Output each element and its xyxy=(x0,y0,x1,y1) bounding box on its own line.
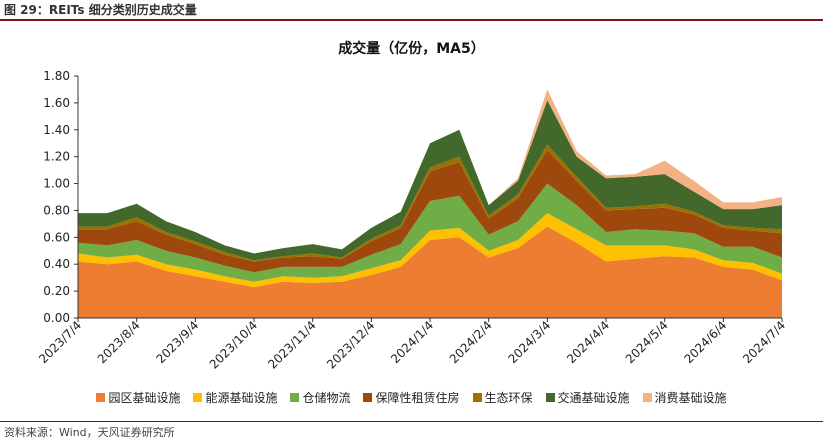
y-tick-label: 1.80 xyxy=(43,69,70,83)
bottom-rule xyxy=(0,421,823,422)
x-tick-label: 2023/10/4 xyxy=(207,318,260,371)
x-tick-label: 2023/8/4 xyxy=(95,318,143,366)
y-tick-label: 1.40 xyxy=(43,123,70,137)
legend-label: 生态环保 xyxy=(484,391,533,405)
x-tick-label: 2024/3/4 xyxy=(505,318,553,366)
legend-swatch xyxy=(290,393,300,402)
y-tick-label: 0.20 xyxy=(43,284,70,298)
legend-swatch xyxy=(363,393,373,402)
chart-legend: 园区基础设施 能源基础设施 仓储物流 保障性租赁住房 生态环保 交通基础设施 消费基础设施 xyxy=(0,389,823,406)
x-tick-label: 2024/7/4 xyxy=(740,318,788,366)
area-series-6 xyxy=(78,100,782,261)
y-tick-label: 1.20 xyxy=(43,150,70,164)
x-tick-label: 2023/7/4 xyxy=(36,318,84,366)
area-series-2 xyxy=(78,213,782,288)
y-tick-label: 0.40 xyxy=(43,257,70,271)
stacked-area-chart: 0.00 0.20 0.40 0.60 0.80 1.00 1.20 1.40 1.60 1.80… xyxy=(36,69,788,372)
legend-swatch xyxy=(193,393,203,402)
legend-label: 消费基础设施 xyxy=(654,391,727,405)
area-series-4 xyxy=(78,149,782,273)
y-tick-label: 0.80 xyxy=(43,203,70,217)
y-tick-label: 1.00 xyxy=(43,177,70,191)
legend-swatch xyxy=(472,393,482,402)
x-tick-label: 2024/5/4 xyxy=(623,318,671,366)
x-tick-label: 2024/2/4 xyxy=(447,318,495,366)
x-tick-label: 2024/1/4 xyxy=(388,318,436,366)
top-rule xyxy=(0,19,823,21)
x-tick-label: 2023/11/4 xyxy=(265,318,318,371)
legend-label: 交通基础设施 xyxy=(557,391,630,405)
legend-item: 交通基础设施 xyxy=(545,389,630,406)
legend-item: 保障性租赁住房 xyxy=(363,389,460,406)
legend-swatch xyxy=(96,393,106,402)
x-tick-label: 2023/9/4 xyxy=(153,318,201,366)
area-series-5 xyxy=(78,144,782,262)
area-series-1 xyxy=(78,226,782,318)
figure-title: 图 29：REITs 细分类别历史成交量 xyxy=(4,3,197,17)
area-series-3 xyxy=(78,183,782,282)
x-tick-label: 2024/4/4 xyxy=(564,318,612,366)
y-tick-label: 0.60 xyxy=(43,230,70,244)
legend-item: 园区基础设施 xyxy=(96,389,180,406)
legend-swatch xyxy=(642,393,652,402)
x-tick-label: 2023/12/4 xyxy=(324,318,377,371)
legend-label: 仓储物流 xyxy=(302,391,351,405)
chart-title: 成交量（亿份，MA5） xyxy=(338,41,485,57)
legend-label: 园区基础设施 xyxy=(108,391,181,405)
area-series-7 xyxy=(78,89,782,254)
x-tick-label: 2024/6/4 xyxy=(681,318,729,366)
legend-swatch xyxy=(545,393,555,402)
legend-item: 能源基础设施 xyxy=(193,389,277,406)
legend-item: 生态环保 xyxy=(472,389,533,406)
y-tick-label: 1.60 xyxy=(43,96,70,110)
legend-label: 保障性租赁住房 xyxy=(375,391,460,405)
y-tick-label: 0.00 xyxy=(43,311,70,325)
legend-item: 消费基础设施 xyxy=(642,389,727,406)
source-note: 资料来源：Wind，天风证券研究所 xyxy=(4,426,175,439)
legend-label: 能源基础设施 xyxy=(205,391,278,405)
legend-item: 仓储物流 xyxy=(290,389,350,406)
